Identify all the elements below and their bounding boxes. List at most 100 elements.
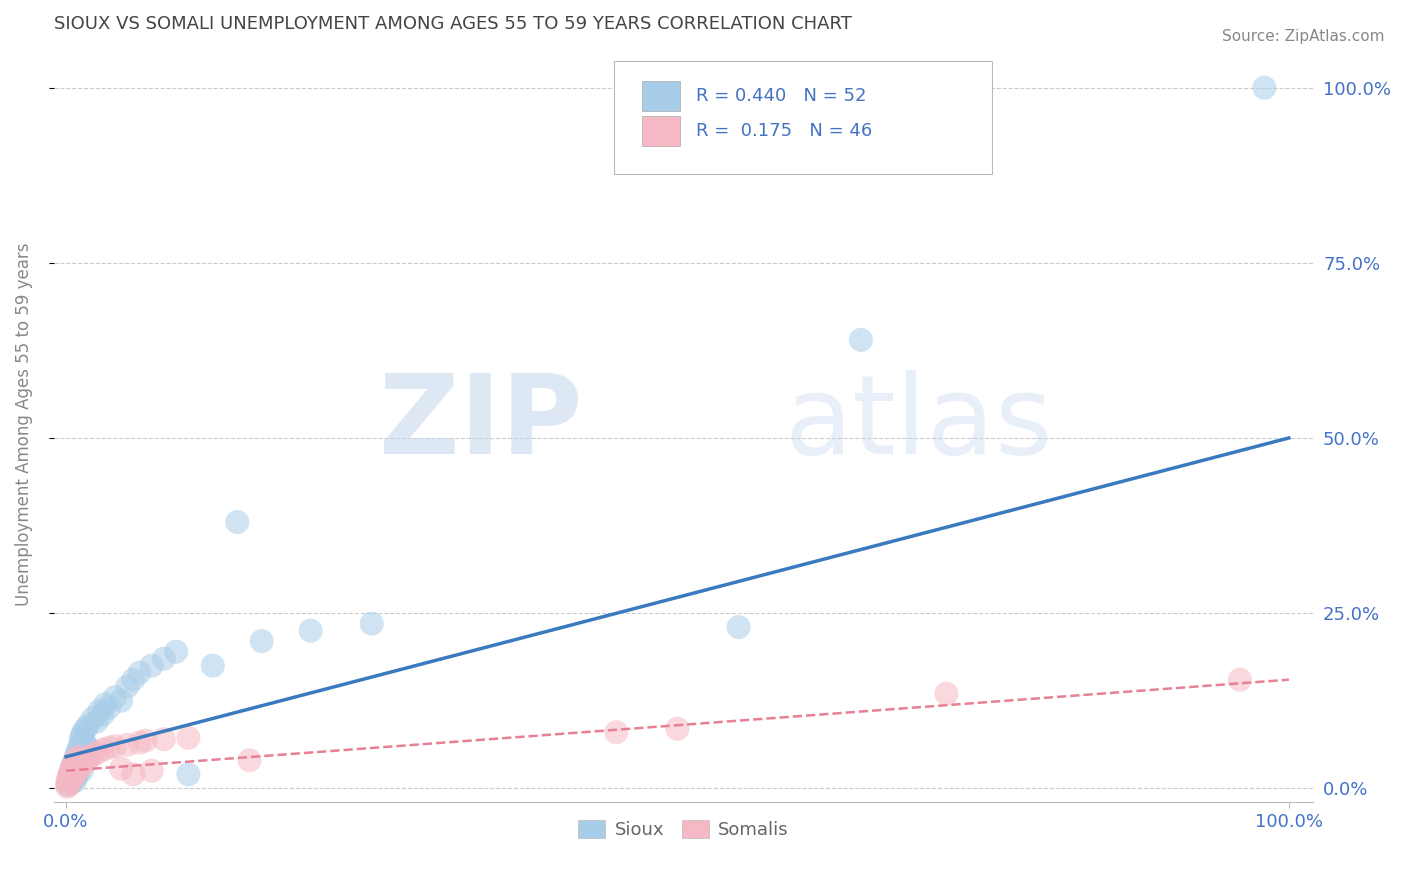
- Point: [177, 767, 200, 781]
- Text: R = 0.440   N = 52: R = 0.440 N = 52: [696, 87, 866, 105]
- Point: [128, 665, 150, 680]
- Point: [250, 634, 273, 648]
- Point: [69, 758, 91, 772]
- Point: [62, 769, 84, 783]
- Text: SIOUX VS SOMALI UNEMPLOYMENT AMONG AGES 55 TO 59 YEARS CORRELATION CHART: SIOUX VS SOMALI UNEMPLOYMENT AMONG AGES …: [53, 15, 852, 33]
- Point: [666, 722, 689, 736]
- Point: [77, 718, 100, 732]
- Point: [59, 764, 82, 778]
- Point: [76, 739, 98, 754]
- Point: [59, 767, 82, 781]
- Point: [226, 515, 249, 529]
- Point: [91, 743, 114, 757]
- Point: [59, 772, 82, 787]
- Point: [97, 700, 120, 714]
- Text: R =  0.175   N = 46: R = 0.175 N = 46: [696, 122, 872, 140]
- Point: [67, 762, 90, 776]
- Text: ZIP: ZIP: [380, 370, 583, 477]
- Point: [73, 755, 96, 769]
- Point: [69, 739, 91, 754]
- Point: [66, 764, 89, 778]
- Point: [177, 731, 200, 745]
- Point: [59, 764, 82, 778]
- Point: [115, 680, 138, 694]
- Point: [86, 714, 108, 729]
- Legend: Sioux, Somalis: Sioux, Somalis: [571, 813, 796, 847]
- Point: [63, 767, 86, 781]
- Point: [75, 753, 97, 767]
- Point: [69, 732, 91, 747]
- Point: [75, 722, 97, 736]
- Point: [87, 704, 110, 718]
- Point: [63, 753, 86, 767]
- Point: [110, 694, 132, 708]
- Point: [122, 673, 145, 687]
- Point: [59, 775, 82, 789]
- Point: [72, 756, 94, 771]
- Point: [141, 658, 163, 673]
- Point: [58, 778, 80, 792]
- Point: [73, 736, 96, 750]
- Point: [128, 736, 150, 750]
- FancyBboxPatch shape: [614, 61, 993, 174]
- Point: [65, 753, 87, 767]
- Point: [69, 760, 91, 774]
- Point: [60, 772, 83, 787]
- Point: [91, 707, 114, 722]
- Point: [605, 725, 627, 739]
- Point: [77, 752, 100, 766]
- Y-axis label: Unemployment Among Ages 55 to 59 years: Unemployment Among Ages 55 to 59 years: [15, 243, 32, 606]
- Point: [58, 771, 80, 785]
- Point: [935, 687, 957, 701]
- Point: [122, 767, 145, 781]
- Point: [115, 738, 138, 752]
- Bar: [643, 116, 679, 146]
- Point: [299, 624, 322, 638]
- Point: [65, 749, 87, 764]
- Point: [70, 729, 93, 743]
- Point: [63, 755, 86, 769]
- Point: [135, 733, 157, 747]
- Point: [110, 762, 132, 776]
- Point: [849, 333, 872, 347]
- Point: [59, 771, 82, 785]
- Point: [65, 765, 87, 780]
- Point: [97, 740, 120, 755]
- Point: [82, 747, 104, 762]
- Point: [67, 743, 90, 757]
- Point: [104, 690, 127, 705]
- Point: [59, 775, 82, 789]
- Point: [67, 764, 90, 778]
- Point: [153, 651, 176, 665]
- Point: [69, 760, 91, 774]
- Point: [65, 771, 87, 785]
- Point: [58, 774, 80, 789]
- Point: [59, 767, 82, 781]
- Point: [67, 749, 90, 764]
- Point: [60, 760, 83, 774]
- Point: [62, 769, 84, 783]
- Point: [165, 645, 187, 659]
- Point: [56, 774, 79, 789]
- Point: [63, 774, 86, 789]
- Point: [153, 732, 176, 747]
- Point: [201, 658, 224, 673]
- Point: [141, 764, 163, 778]
- Point: [1229, 673, 1251, 687]
- Point: [56, 780, 79, 794]
- Text: Source: ZipAtlas.com: Source: ZipAtlas.com: [1222, 29, 1385, 44]
- Point: [238, 753, 260, 767]
- Point: [82, 711, 104, 725]
- Point: [70, 764, 93, 778]
- Point: [360, 616, 382, 631]
- Point: [56, 778, 79, 792]
- Point: [62, 756, 84, 771]
- Point: [62, 756, 84, 771]
- Point: [1253, 80, 1275, 95]
- Point: [66, 746, 89, 760]
- Point: [79, 743, 101, 757]
- Point: [60, 760, 83, 774]
- Point: [70, 759, 93, 773]
- Point: [66, 752, 89, 766]
- Point: [86, 746, 108, 760]
